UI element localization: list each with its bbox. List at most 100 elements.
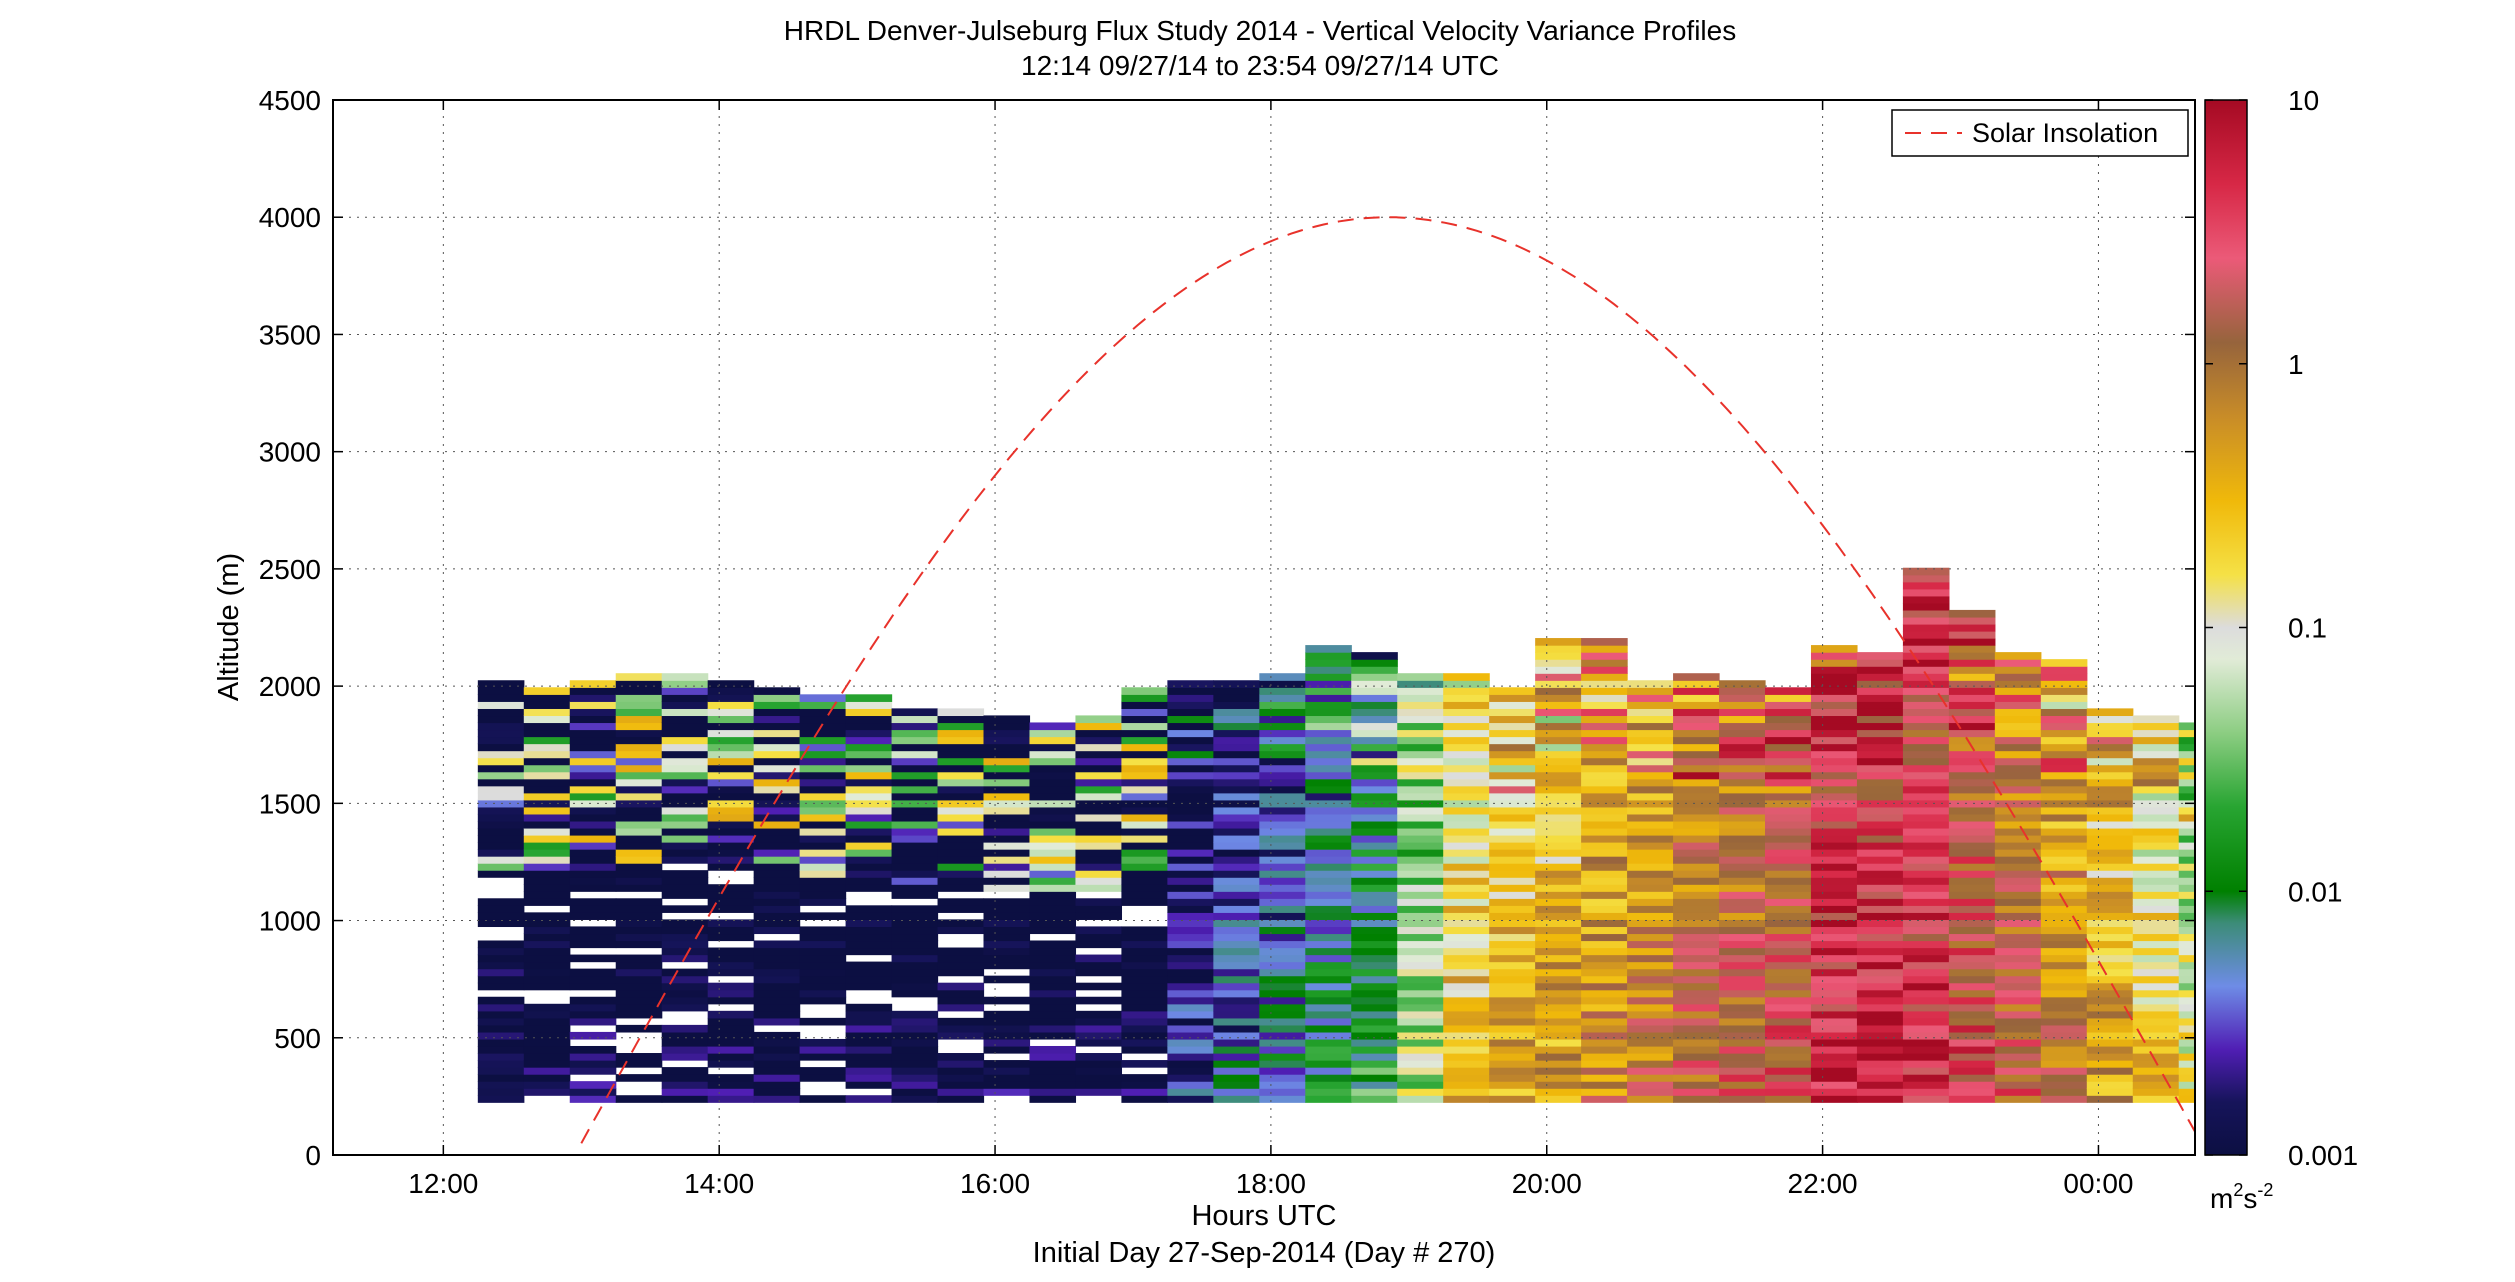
heatmap-cell [1948,785,1996,794]
heatmap-cell [2271,821,2318,829]
heatmap-cell [1397,736,1444,745]
heatmap-cell [523,701,571,709]
heatmap-cell [1902,968,1950,977]
heatmap-cell [1856,947,1904,956]
heatmap-cell [1443,701,1490,709]
heatmap-cell [477,1031,525,1040]
heatmap-cell [1581,673,1628,681]
heatmap-cell [523,806,571,815]
heatmap-cell [2086,729,2134,738]
heatmap-cell [1856,1003,1904,1012]
heatmap-cell [891,1024,939,1033]
heatmap-cell [1948,771,1996,780]
heatmap-cell [1719,736,1766,745]
heatmap-cell [1305,891,1352,899]
heatmap-cell [1397,1038,1444,1047]
heatmap-cell [1029,792,1077,801]
heatmap-cell [1765,1003,1812,1012]
heatmap-cell [707,1017,755,1026]
heatmap-cell [1581,813,1628,822]
heatmap-cell [2132,743,2180,752]
heatmap-cell [1581,905,1628,913]
heatmap-cell [707,891,755,899]
heatmap-cell [477,1038,525,1047]
heatmap-cell [891,912,939,920]
heatmap-cell [1489,919,1536,928]
heatmap-cell [1167,933,1214,942]
heatmap-cell [1029,940,1077,949]
heatmap-cell [1765,771,1812,780]
heatmap-cell [1167,694,1214,702]
heatmap-cell [1856,834,1904,843]
heatmap-cell [2132,863,2180,871]
heatmap-cell [1673,947,1720,956]
heatmap-cell [1719,919,1766,928]
heatmap-cell [1948,877,1996,885]
heatmap-cell [523,933,571,942]
heatmap-cell [707,849,755,857]
heatmap-cell [1581,785,1628,794]
heatmap-cell [1856,827,1904,836]
x-axis-label: Hours UTC [1191,1200,1336,1232]
heatmap-cell [1167,849,1214,857]
heatmap-cell [1397,729,1444,738]
heatmap-cell [1259,975,1306,984]
heatmap-cell [1167,827,1214,836]
heatmap-cell [2178,771,2195,780]
heatmap-cell [937,1024,985,1033]
heatmap-cell [1994,820,2042,829]
heatmap-cell [1029,842,1077,850]
heatmap-cell [1673,870,1720,878]
heatmap-cell [1856,743,1904,752]
heatmap-cell [1489,757,1536,766]
heatmap-cell [891,1081,939,1089]
heatmap-cell [1673,1017,1720,1026]
heatmap-cell [1856,898,1904,906]
heatmap-cell [661,1095,709,1103]
heatmap-cell [753,989,801,998]
heatmap-cell [1075,715,1123,724]
heatmap-cell [1259,764,1306,773]
heatmap-cell [2040,778,2088,787]
heatmap-cell [2086,1088,2134,1096]
heatmap-cell [1994,771,2042,780]
heatmap-cell [1994,792,2042,801]
heatmap-cell [1535,1003,1582,1012]
heatmap-cell [1305,1095,1352,1103]
heatmap-cell [1719,757,1766,766]
heatmap-cell [753,834,801,843]
heatmap-cell [2086,961,2134,970]
heatmap-cell [891,989,939,998]
heatmap-cell [615,856,663,864]
heatmap-cell [2132,933,2180,942]
heatmap-cell [1259,849,1306,857]
heatmap-cell [1305,813,1352,822]
heatmap-cell [707,1074,755,1082]
heatmap-cell [1902,623,1950,632]
heatmap-cell [2271,955,2318,963]
heatmap-cell [2178,1003,2195,1012]
heatmap-cell [1397,954,1444,963]
heatmap-cell [661,680,709,688]
heatmap-cell [753,799,801,808]
heatmap-cell [799,757,847,766]
heatmap-cell [1305,645,1352,653]
heatmap-cell [937,905,985,913]
heatmap-cell [1443,940,1490,949]
heatmap-cell [753,863,801,871]
heatmap-cell [1443,792,1490,801]
heatmap-cell [753,1031,801,1040]
heatmap-cell [845,708,893,717]
heatmap-cell [477,813,525,822]
heatmap-cell [1902,701,1950,709]
heatmap-cell [523,1010,571,1019]
heatmap-cell [1581,996,1628,1005]
heatmap-cell [1948,1060,1996,1068]
heatmap-cell [1948,806,1996,815]
heatmap-cell [1443,708,1490,717]
heatmap-cell [569,982,617,991]
heatmap-cell [1535,687,1582,695]
heatmap-cell [1351,750,1398,759]
heatmap-cell [523,813,571,822]
heatmap-cell [615,694,663,702]
